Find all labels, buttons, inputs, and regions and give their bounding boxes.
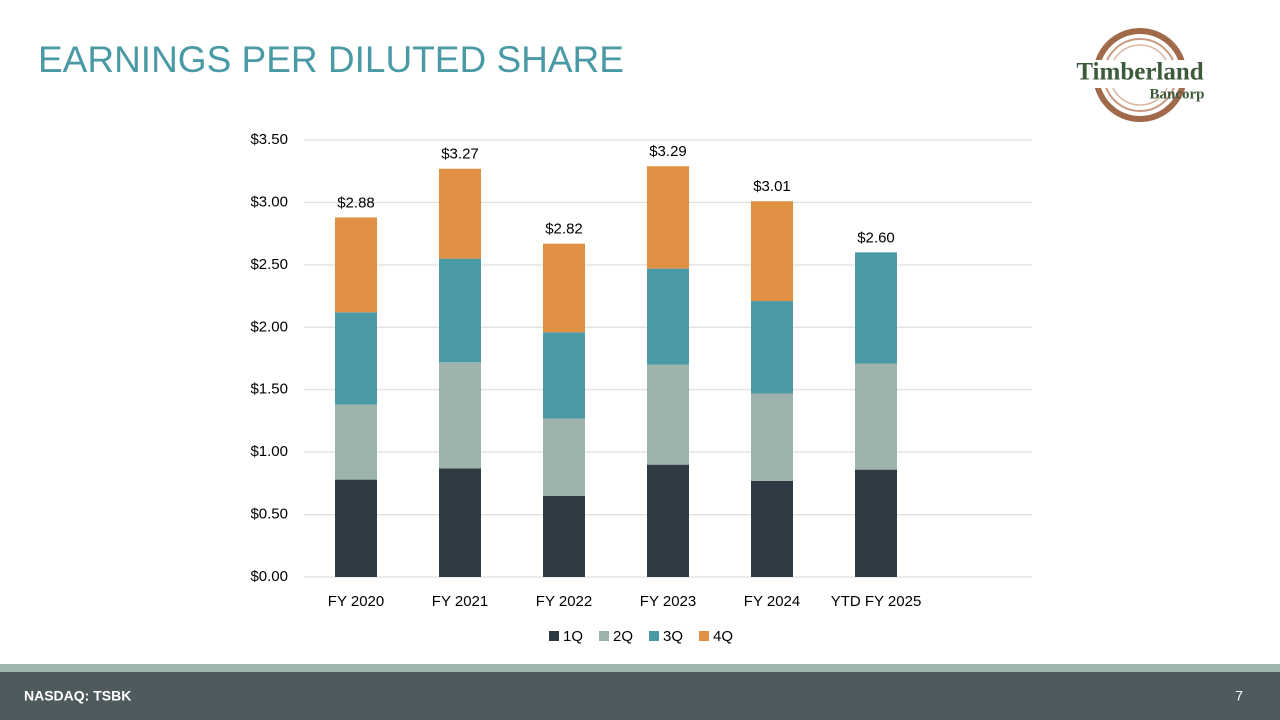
legend-swatch (649, 631, 659, 641)
x-tick-label: FY 2021 (432, 593, 488, 610)
total-label: $2.88 (337, 194, 375, 211)
logo-backdrop (1058, 60, 1224, 88)
y-tick-label: $3.50 (250, 131, 288, 148)
x-tick-label: FY 2023 (640, 593, 696, 610)
y-tick-label: $2.00 (250, 318, 288, 335)
y-tick-label: $1.00 (250, 443, 288, 460)
legend-label: 3Q (663, 628, 683, 645)
logo: Timberland Bancorp (1058, 28, 1224, 122)
bar-segment (543, 495, 585, 577)
footer (0, 672, 1280, 720)
logo-sub: Bancorp (1149, 86, 1204, 102)
footer-ticker: NASDAQ: TSBK (24, 688, 131, 704)
total-label: $3.01 (753, 178, 791, 195)
total-label: $3.27 (441, 146, 479, 163)
bar-segment (647, 464, 689, 577)
bar-segment (439, 468, 481, 577)
y-tick-label: $3.00 (250, 193, 288, 210)
bar-segment (335, 312, 377, 405)
legend-label: 4Q (713, 628, 733, 645)
bar-segment (439, 258, 481, 363)
total-label: $2.60 (857, 229, 895, 246)
bar-segment (751, 301, 793, 394)
y-tick-label: $0.50 (250, 506, 288, 523)
logo-name: Timberland (1076, 59, 1203, 86)
bar-segment (751, 480, 793, 577)
x-tick-label: FY 2022 (536, 593, 592, 610)
bar-segment (855, 363, 897, 470)
total-label: $2.82 (545, 221, 583, 238)
x-tick-label: YTD FY 2025 (831, 593, 922, 610)
bar-segment (647, 268, 689, 365)
bar-segment (439, 362, 481, 469)
bar-segment (335, 404, 377, 480)
legend-label: 2Q (613, 628, 633, 645)
legend-swatch (699, 631, 709, 641)
bar-segment (335, 217, 377, 313)
y-tick-label: $0.00 (250, 568, 288, 585)
bar-segment (751, 393, 793, 481)
legend-label: 1Q (563, 628, 583, 645)
y-tick-label: $1.50 (250, 381, 288, 398)
bar-segment (751, 201, 793, 302)
legend-swatch (549, 631, 559, 641)
bar-segment (855, 469, 897, 577)
bar-segment (335, 479, 377, 577)
total-label: $3.29 (649, 143, 687, 160)
footer-band (0, 664, 1280, 672)
bar-segment (647, 166, 689, 269)
bar-segment (543, 243, 585, 333)
bar-segment (855, 252, 897, 364)
slide-title: EARNINGS PER DILUTED SHARE (38, 39, 624, 80)
legend-swatch (599, 631, 609, 641)
bar-segment (543, 418, 585, 496)
bar-segment (647, 364, 689, 465)
y-tick-label: $2.50 (250, 256, 288, 273)
x-tick-label: FY 2024 (744, 593, 800, 610)
page-number: 7 (1235, 688, 1243, 704)
bar-segment (543, 332, 585, 419)
x-tick-label: FY 2020 (328, 593, 384, 610)
bar-segment (439, 168, 481, 259)
